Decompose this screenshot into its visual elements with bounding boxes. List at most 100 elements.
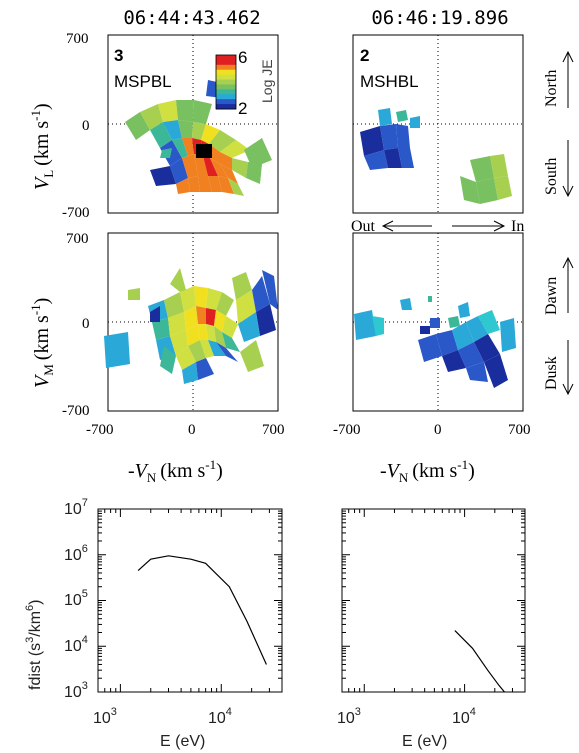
vl-left-cell — [163, 120, 182, 140]
vm-left-cell — [170, 330, 188, 356]
vm-right-cell — [466, 316, 488, 342]
vl-right-cell — [470, 156, 494, 182]
vm-right-cell — [458, 342, 484, 368]
vl-left-cell — [150, 122, 172, 148]
vm-right-cell — [354, 310, 376, 340]
vm-left-cell — [184, 306, 198, 330]
vm-right-cell — [478, 310, 500, 334]
vl-left-cell — [125, 112, 150, 140]
vl-left-cell — [198, 176, 212, 192]
vl-left-cell — [201, 124, 220, 144]
vl-right-cell — [476, 178, 498, 204]
fdist-y-tick-1e4: 104 — [64, 634, 88, 655]
fdist-left-series-line — [137, 555, 267, 665]
vm-left-cell — [198, 324, 208, 340]
vm-left-cell — [168, 312, 186, 336]
colorbar-band — [216, 84, 236, 90]
vl-left-cell — [210, 158, 228, 178]
fdist-right-x-tick-1e4: 104 — [452, 706, 476, 727]
vm-left-cell — [262, 270, 278, 310]
in-label: In — [511, 218, 524, 235]
vm-left-cell — [236, 290, 256, 324]
vl-left-cell — [220, 164, 238, 184]
vm-left-x-tick-0: 0 — [188, 422, 196, 438]
vm-left-cell — [196, 306, 206, 324]
fdist-left-x-axis-label: E (eV) — [160, 733, 205, 750]
north-arrow — [562, 50, 574, 108]
vm-right-x-tick-0: 0 — [434, 422, 442, 438]
vl-right-cell — [460, 176, 480, 204]
in-arrow — [452, 220, 506, 232]
vl-right-cell — [410, 116, 420, 128]
left-panel-time-title: 06:44:43.462 — [123, 7, 260, 29]
vm-right-cell — [458, 302, 470, 318]
vm-right-x-tick-700: 700 — [508, 422, 531, 438]
vm-left-cell — [214, 326, 226, 348]
vm-right-cell — [442, 350, 466, 372]
vl-left-cell — [246, 162, 262, 184]
vm-left-cell — [256, 304, 276, 336]
vl-left-cell — [160, 148, 172, 158]
colorbar-band — [216, 94, 236, 100]
vl-right-cell — [396, 110, 408, 122]
vl-left-region-label: MSPBL — [114, 72, 172, 91]
colorbar-frame — [215, 54, 237, 110]
vm-left-cell — [180, 286, 196, 312]
dusk-arrow — [562, 340, 574, 396]
vm-right-heatmap-cells — [354, 296, 516, 388]
vm-right-cell — [474, 334, 500, 362]
fdist-left-panel — [97, 508, 283, 693]
vl-left-heatmap-cells — [125, 80, 272, 196]
vl-left-cell — [193, 100, 212, 124]
vm-left-cell — [232, 272, 252, 300]
vl-left-id-label: 3 — [114, 46, 123, 65]
vl-right-panel: 2 MSHBL — [352, 34, 524, 214]
vm-left-cell — [206, 288, 222, 310]
north-label: North — [543, 70, 560, 107]
vm-left-cell — [216, 292, 234, 316]
fdist-right-x-tick-1e3: 103 — [337, 706, 361, 727]
south-arrow — [562, 140, 574, 198]
vm-right-cell — [418, 334, 442, 362]
vm-right-cell — [452, 322, 474, 350]
fdist-x-tick-labels: 103 104 103 104 — [93, 706, 476, 727]
vl-y-tick-700: 700 — [66, 31, 89, 47]
vm-right-cell — [430, 318, 440, 328]
colorbar-band — [216, 104, 236, 110]
colorbar-band — [216, 59, 236, 66]
vl-y-tick-0: 0 — [82, 118, 90, 134]
vl-right-cell — [398, 148, 414, 168]
vl-right-cell — [364, 150, 388, 170]
vm-left-cell — [150, 306, 160, 322]
vm-right-x-tick-minus700: -700 — [333, 422, 361, 438]
vl-left-cell — [196, 144, 212, 158]
fdist-y-tick-1e7: 107 — [64, 497, 88, 518]
vl-left-cell — [228, 178, 244, 196]
vl-left-cell — [244, 138, 272, 168]
fdist-right-panel — [341, 508, 526, 693]
vl-left-cell — [203, 156, 218, 176]
vl-left-cell — [188, 176, 200, 192]
vm-left-cell — [206, 308, 216, 326]
vm-left-panel — [104, 232, 279, 412]
vl-left-cell — [172, 138, 188, 158]
vm-left-cell — [206, 324, 216, 342]
vm-left-cell — [164, 292, 184, 318]
vm-left-cell — [222, 316, 238, 338]
vl-left-cell — [158, 100, 178, 122]
fdist-right-series — [454, 630, 505, 693]
colorbar-band — [216, 99, 236, 105]
out-label: Out — [351, 218, 376, 235]
fdist-y-tick-1e5: 105 — [64, 588, 88, 609]
fdist-left-x-tick-1e4: 104 — [208, 706, 232, 727]
vm-left-cell — [208, 340, 226, 356]
fdist-left-x-tick-1e3: 103 — [93, 706, 117, 727]
vl-right-cell — [360, 126, 384, 156]
vm-left-cell — [160, 346, 176, 374]
vl-right-id-label: 2 — [360, 46, 369, 65]
vl-y-tick-minus700: -700 — [62, 205, 90, 221]
vm-left-cell — [196, 358, 214, 380]
vm-left-cell — [152, 318, 170, 340]
fdist-left-series — [137, 555, 267, 665]
vm-left-cell — [170, 268, 186, 292]
